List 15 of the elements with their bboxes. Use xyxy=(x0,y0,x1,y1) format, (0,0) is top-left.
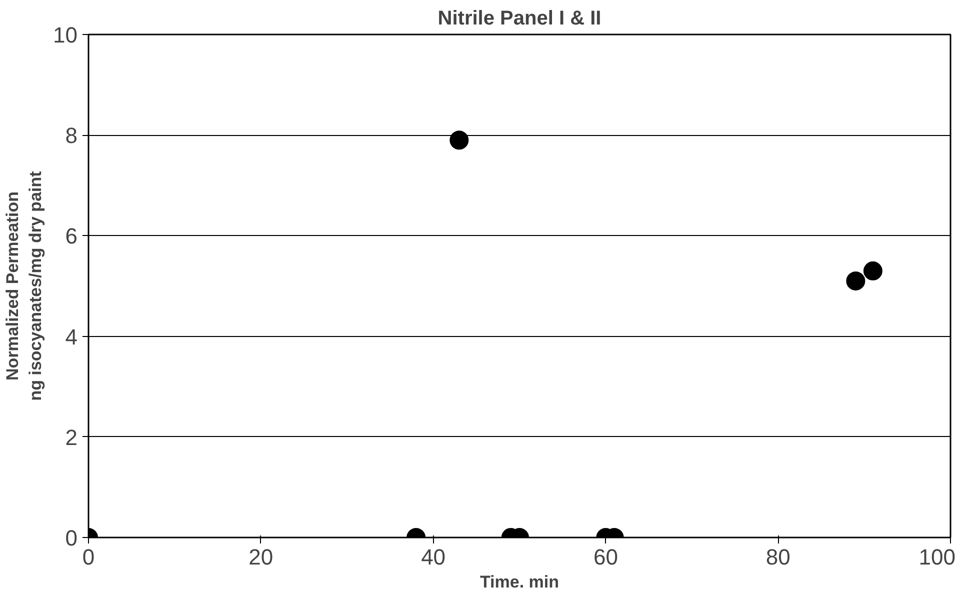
x-axis-title: Time. min xyxy=(480,572,560,592)
x-tick-label: 100 xyxy=(918,544,955,570)
x-tick-label: 60 xyxy=(593,544,618,570)
y-tick-label: 6 xyxy=(65,224,78,249)
chart-title: Nitrile Panel I & II xyxy=(438,8,602,30)
y-tick-label: 8 xyxy=(65,123,78,148)
y-tick-label: 4 xyxy=(65,324,78,350)
y-axis-title: Normalized Permeation ng isocyanates/mg dry paint xyxy=(3,170,46,401)
x-tick-label: 20 xyxy=(248,544,274,570)
y-tick-label: 10 xyxy=(53,22,78,48)
y-tick-label: 0 xyxy=(65,526,78,550)
x-tick-label: 80 xyxy=(766,544,790,570)
x-tick-label: 0 xyxy=(82,544,95,570)
x-tick-label: 40 xyxy=(421,544,446,570)
y-tick-label: 2 xyxy=(65,424,78,450)
